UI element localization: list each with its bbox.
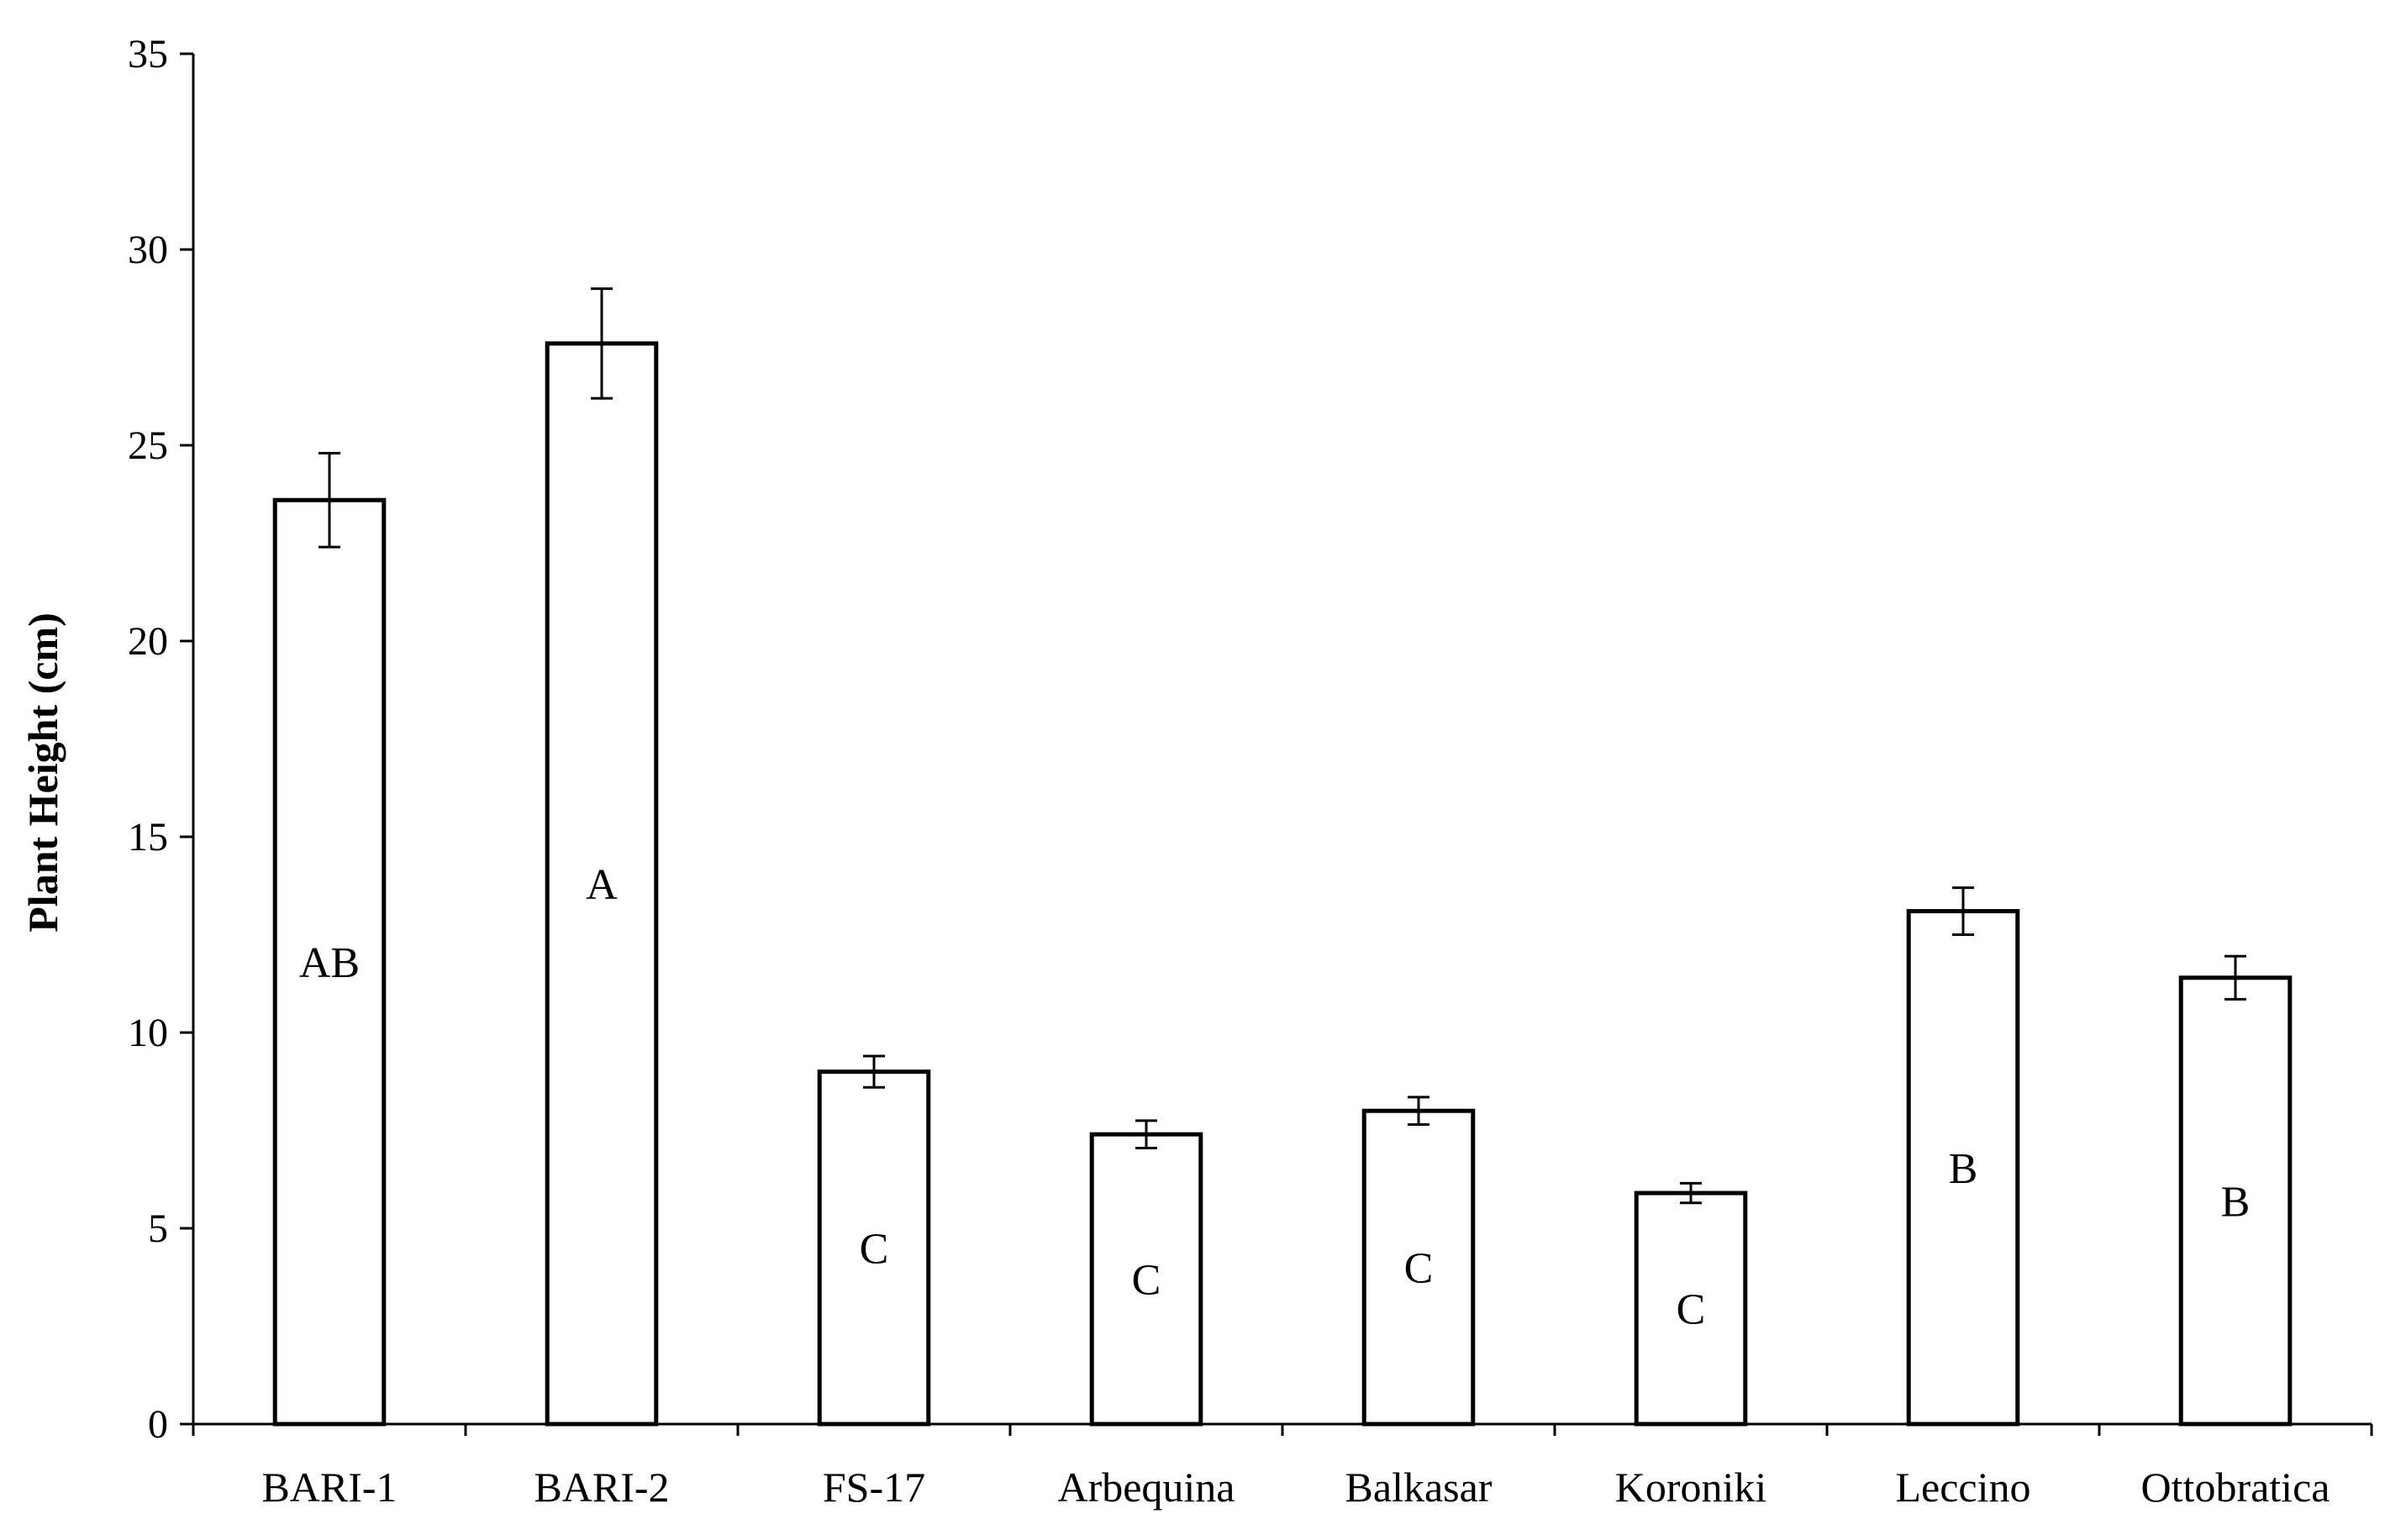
bar — [1361, 1108, 1476, 1427]
category-label: Koroniki — [1615, 1464, 1767, 1511]
group-label: C — [1132, 1257, 1161, 1305]
y-tick-label: 20 — [128, 619, 168, 664]
group-label: AB — [299, 939, 360, 987]
category-labels: BARI-1 BARI-2 FS-17 Arbequina Balkasar Koroni… — [261, 1464, 2330, 1511]
category-label: BARI-2 — [534, 1464, 669, 1511]
category-label: Balkasar — [1345, 1464, 1493, 1511]
axes — [192, 54, 2372, 1426]
y-axis-title: Plant Height (cm) — [19, 612, 66, 932]
y-tick-label: 10 — [128, 1011, 168, 1055]
bar — [545, 341, 659, 1427]
category-label: Ottobratica — [2141, 1464, 2330, 1511]
bar — [1089, 1132, 1203, 1427]
x-ticks — [192, 1424, 2373, 1436]
category-label: Arbequina — [1057, 1464, 1235, 1511]
category-label: BARI-1 — [261, 1464, 397, 1511]
error-bars — [319, 287, 2246, 1205]
group-label: B — [2221, 1178, 2251, 1226]
category-label: FS-17 — [823, 1464, 925, 1511]
group-label: C — [860, 1225, 889, 1273]
group-label: C — [1677, 1286, 1706, 1334]
y-tick-label: 35 — [128, 32, 168, 76]
y-ticks: 0 5 10 15 20 25 30 35 — [128, 32, 193, 1447]
y-tick-label: 15 — [128, 815, 168, 859]
group-label: B — [1949, 1145, 1978, 1193]
y-tick-label: 30 — [128, 228, 168, 272]
bar — [817, 1070, 931, 1427]
bar — [1906, 909, 2020, 1427]
bars — [272, 341, 2293, 1427]
bar — [2178, 975, 2293, 1427]
y-tick-label: 25 — [128, 423, 168, 468]
category-label: Leccino — [1895, 1464, 2030, 1511]
y-tick-label: 5 — [148, 1206, 168, 1251]
group-labels: AB A C C C C B B — [299, 861, 2250, 1334]
group-label: A — [586, 861, 618, 909]
group-label: C — [1404, 1245, 1434, 1293]
y-tick-label: 0 — [148, 1402, 168, 1447]
